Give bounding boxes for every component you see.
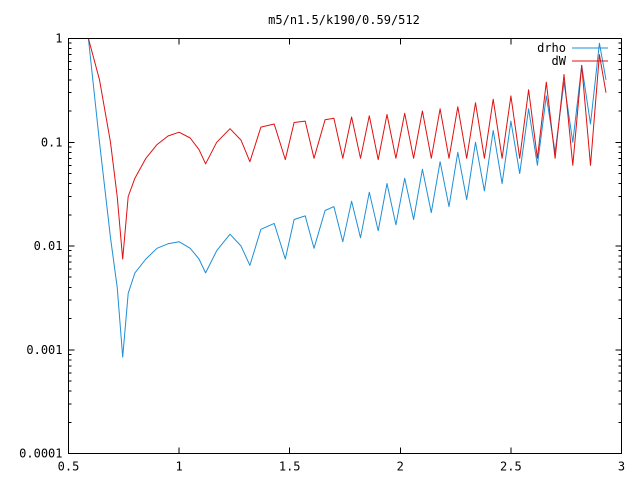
series-dW-line <box>87 38 607 260</box>
series-drho-line <box>87 38 607 358</box>
y-tick-label: 0.01 <box>34 239 63 253</box>
legend-label-drho: drho <box>537 41 566 55</box>
legend-label-dW: dW <box>552 54 567 68</box>
x-tick-label: 2.5 <box>500 460 522 474</box>
x-tick-label: 1 <box>175 460 182 474</box>
x-tick-label: 2 <box>397 460 404 474</box>
series-lines <box>87 38 607 358</box>
y-tick-label: 0.0001 <box>19 447 62 461</box>
chart-title: m5/n1.5/k190/0.59/512 <box>268 13 420 27</box>
y-tick-label: 1 <box>55 32 62 46</box>
x-tick-label: 1.5 <box>279 460 301 474</box>
y-tick-label: 0.001 <box>26 343 62 357</box>
axis-ticks: 0.5 1 1.5 2 2.5 3 0.0001 0.001 0.01 0.1 1 <box>19 32 625 474</box>
x-tick-label: 3 <box>618 460 625 474</box>
x-tick-label: 0.5 <box>58 460 80 474</box>
plot-frame <box>68 38 622 454</box>
y-tick-label: 0.1 <box>41 135 63 149</box>
